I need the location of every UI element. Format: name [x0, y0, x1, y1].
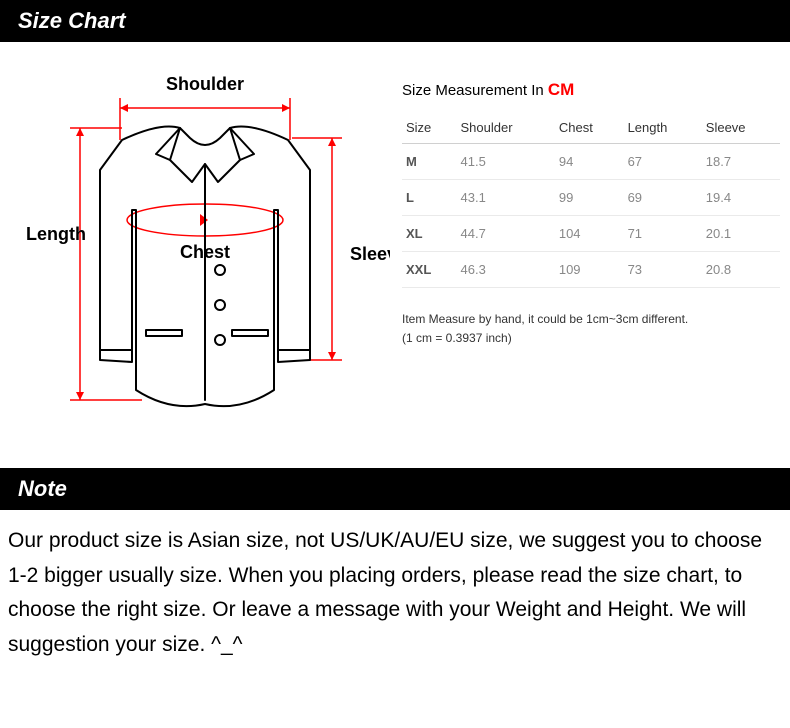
cell-chest: 104	[555, 216, 624, 252]
shoulder-label: Shoulder	[166, 74, 244, 94]
cell-length: 67	[624, 144, 702, 180]
footnote-line1: Item Measure by hand, it could be 1cm~3c…	[402, 310, 780, 329]
cell-size: XL	[402, 216, 457, 252]
cell-size: XXL	[402, 252, 457, 288]
cell-sleeve: 19.4	[702, 180, 780, 216]
footnote-line2: (1 cm = 0.3937 inch)	[402, 329, 780, 348]
col-shoulder: Shoulder	[457, 110, 555, 144]
cell-chest: 99	[555, 180, 624, 216]
jacket-diagram-svg: Shoulder Length Sleeve	[10, 60, 390, 440]
table-row: L 43.1 99 69 19.4	[402, 180, 780, 216]
table-row: XL 44.7 104 71 20.1	[402, 216, 780, 252]
cell-shoulder: 43.1	[457, 180, 555, 216]
cell-sleeve: 20.8	[702, 252, 780, 288]
table-header-row: Size Shoulder Chest Length Sleeve	[402, 110, 780, 144]
cell-shoulder: 46.3	[457, 252, 555, 288]
garment-diagram: Shoulder Length Sleeve	[10, 60, 390, 440]
col-size: Size	[402, 110, 457, 144]
table-row: M 41.5 94 67 18.7	[402, 144, 780, 180]
measurement-unit: CM	[548, 80, 574, 99]
col-chest: Chest	[555, 110, 624, 144]
note-header: Note	[0, 468, 790, 510]
measurement-title-prefix: Size Measurement In	[402, 82, 548, 99]
note-text: Our product size is Asian size, not US/U…	[0, 510, 790, 687]
measurement-table-area: Size Measurement In CM Size Shoulder Che…	[402, 60, 780, 440]
cell-size: L	[402, 180, 457, 216]
cell-sleeve: 18.7	[702, 144, 780, 180]
cell-length: 73	[624, 252, 702, 288]
sleeve-label: Sleeve	[350, 244, 390, 264]
size-chart-header: Size Chart	[0, 0, 790, 42]
col-length: Length	[624, 110, 702, 144]
size-chart-content: Shoulder Length Sleeve	[0, 42, 790, 468]
size-table: Size Shoulder Chest Length Sleeve M 41.5…	[402, 110, 780, 288]
length-label: Length	[26, 224, 86, 244]
cell-shoulder: 41.5	[457, 144, 555, 180]
cell-length: 69	[624, 180, 702, 216]
cell-length: 71	[624, 216, 702, 252]
cell-sleeve: 20.1	[702, 216, 780, 252]
cell-shoulder: 44.7	[457, 216, 555, 252]
measurement-title: Size Measurement In CM	[402, 80, 780, 100]
cell-chest: 109	[555, 252, 624, 288]
measurement-footnote: Item Measure by hand, it could be 1cm~3c…	[402, 310, 780, 348]
col-sleeve: Sleeve	[702, 110, 780, 144]
cell-chest: 94	[555, 144, 624, 180]
table-row: XXL 46.3 109 73 20.8	[402, 252, 780, 288]
cell-size: M	[402, 144, 457, 180]
